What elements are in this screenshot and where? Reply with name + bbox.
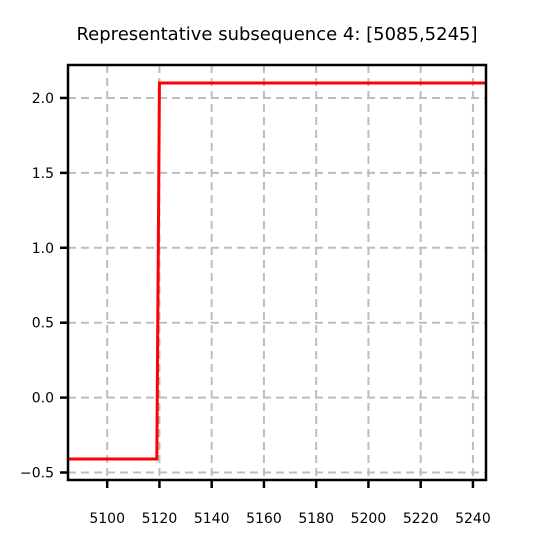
x-tick-label: 5160 [246,511,282,527]
x-tick-label: 5240 [455,511,491,527]
x-tick-label: 5200 [351,511,387,527]
y-tick-label: 2.0 [32,91,54,107]
grid [68,65,486,480]
axis-ticks: 5100 5120 5140 5160 5180 5200 5220 5240 −0.5 0.0 0… [20,91,491,527]
x-tick-label: 5220 [403,511,439,527]
series-layer [68,81,486,461]
chart-title: Representative subsequence 4: [5085,5245… [76,24,477,45]
y-tick-label: −0.5 [20,466,54,482]
y-tick-label: 1.0 [32,241,54,257]
x-tick-label: 5180 [298,511,334,527]
plot-frame [66,63,488,482]
y-tick-label: 1.5 [32,166,54,182]
x-tick-label: 5140 [194,511,230,527]
y-tick-label: 0.0 [32,391,54,407]
x-tick-label: 5100 [89,511,125,527]
series-line [68,81,486,461]
y-tick-label: 0.5 [32,316,54,332]
x-tick-label: 5120 [142,511,178,527]
